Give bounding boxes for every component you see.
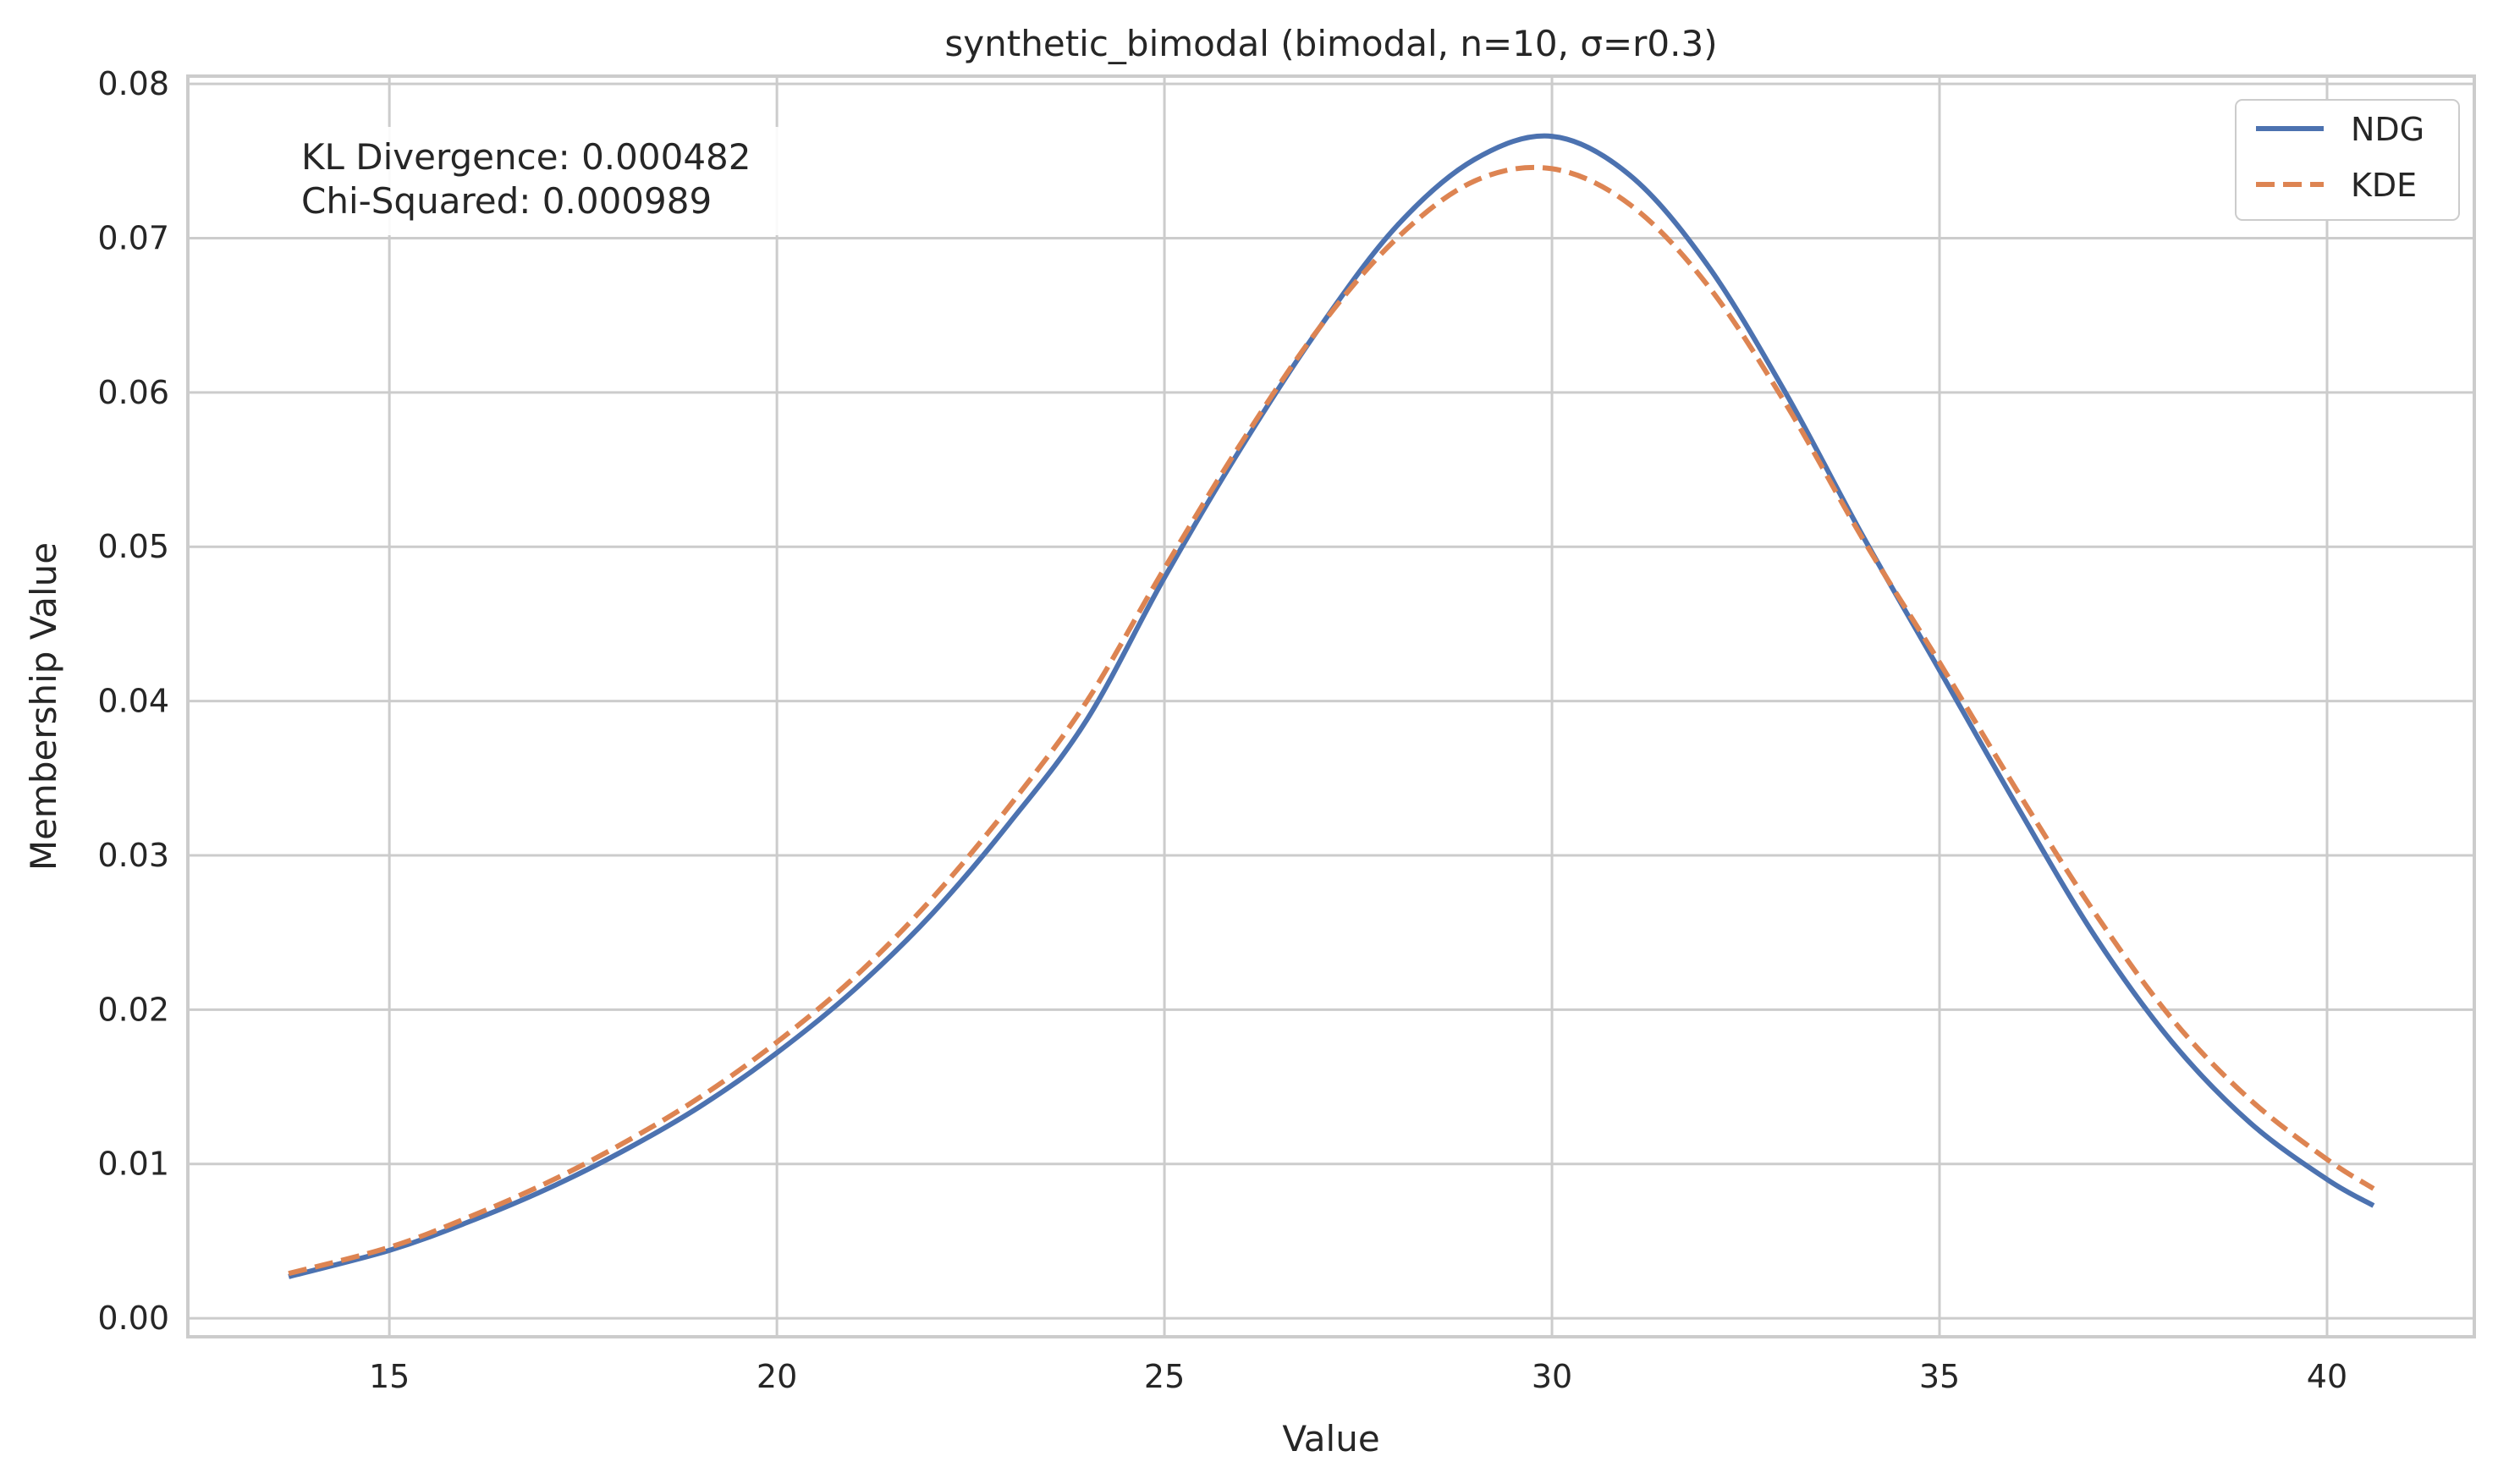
y-tick-label: 0.08 (97, 65, 169, 102)
series-line-kde (288, 164, 2375, 1277)
y-tick-label: 0.07 (97, 219, 169, 256)
x-tick-label: 40 (2307, 1358, 2347, 1395)
annotation-box: KL Divergence: 0.000482 Chi-Squared: 0.0… (288, 127, 784, 235)
x-axis-label: Value (1282, 1418, 1379, 1459)
y-tick-label: 0.00 (97, 1300, 169, 1337)
y-axis-label: Membership Value (23, 542, 64, 871)
series-line-ndg (288, 133, 2375, 1279)
y-tick-label: 0.06 (97, 374, 169, 411)
y-tick-label: 0.05 (97, 528, 169, 565)
x-tick-label: 30 (1532, 1358, 1572, 1395)
grid (188, 76, 2474, 1337)
legend-label-kde: KDE (2351, 167, 2417, 204)
legend-frame (2235, 99, 2460, 221)
chart-title: synthetic_bimodal (bimodal, n=10, σ=r0.3… (944, 23, 1717, 64)
annotation-background (288, 127, 784, 235)
x-tick-label: 35 (1919, 1358, 1960, 1395)
y-tick-label: 0.02 (97, 991, 169, 1028)
series-lines (288, 133, 2375, 1279)
x-tick-label: 20 (757, 1358, 797, 1395)
x-tick-label: 25 (1144, 1358, 1185, 1395)
y-tick-label: 0.03 (97, 837, 169, 874)
y-tick-label: 0.01 (97, 1146, 169, 1183)
x-tick-label: 15 (369, 1358, 410, 1395)
annotation-kl: KL Divergence: 0.000482 (301, 136, 751, 178)
tick-labels: 15 20 25 30 35 40 0.00 0.01 0.02 0.03 0.04 0.05 0.06… (97, 65, 2347, 1395)
y-tick-label: 0.04 (97, 683, 169, 720)
annotation-chi: Chi-Squared: 0.000989 (301, 180, 712, 222)
legend: NDG KDE (2235, 99, 2460, 221)
legend-label-ndg: NDG (2351, 111, 2424, 148)
plot-area (186, 74, 2476, 1338)
